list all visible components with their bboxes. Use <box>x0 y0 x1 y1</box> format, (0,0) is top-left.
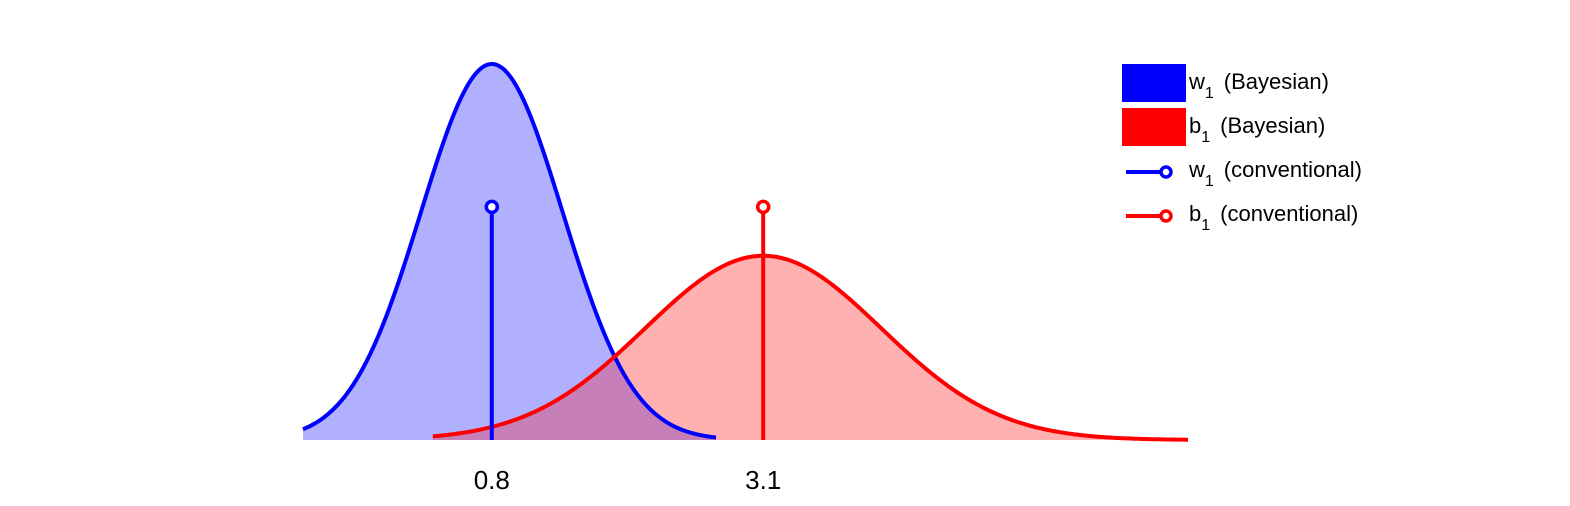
legend: w1 (Bayesian) b1 (Bayesian) w1 (conventional)… <box>1122 64 1362 234</box>
x-tick-label: 0.8 <box>474 465 510 495</box>
legend-label: b1 (Bayesian) <box>1189 113 1325 146</box>
density-curve-w1-bayesian <box>302 61 717 440</box>
density-overlap-area <box>432 255 716 440</box>
stem-marker <box>755 199 771 215</box>
legend-label: w1 (conventional) <box>1188 157 1362 190</box>
x-tick-label: 3.1 <box>745 465 781 495</box>
stem-marker <box>484 199 500 215</box>
legend-entry-b1-bayesian: b1 (Bayesian) <box>1122 108 1325 146</box>
legend-entry-b1-conventional: b1 (conventional) <box>1126 201 1358 234</box>
stem-b1-conventional <box>755 199 771 440</box>
legend-marker <box>1159 165 1173 179</box>
legend-swatch <box>1122 108 1186 146</box>
plot-area: 0.8 3.1 <box>302 61 1189 495</box>
stem-w1-conventional <box>484 199 500 440</box>
legend-marker <box>1159 209 1173 223</box>
legend-label: b1 (conventional) <box>1189 201 1358 234</box>
legend-entry-w1-bayesian: w1 (Bayesian) <box>1122 64 1329 102</box>
legend-swatch <box>1122 64 1186 102</box>
density-curve-b1-bayesian <box>432 253 1189 442</box>
legend-entry-w1-conventional: w1 (conventional) <box>1126 157 1362 190</box>
density-area-w1-bayesian <box>303 64 716 440</box>
legend-label: w1 (Bayesian) <box>1188 69 1329 102</box>
